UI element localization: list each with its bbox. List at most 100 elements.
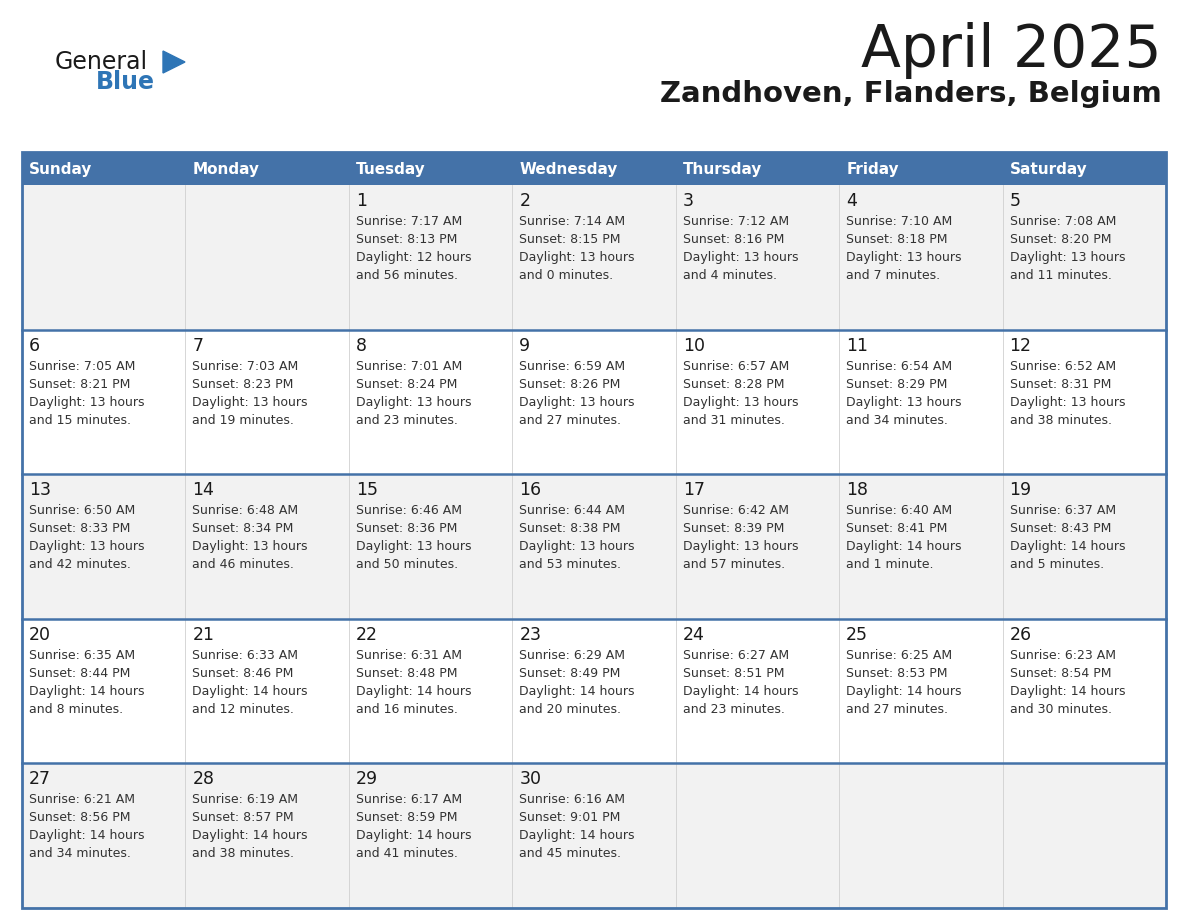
Text: and 20 minutes.: and 20 minutes. <box>519 703 621 716</box>
Bar <box>23 152 1165 908</box>
Text: and 30 minutes.: and 30 minutes. <box>1010 703 1112 716</box>
Text: Sunset: 8:59 PM: Sunset: 8:59 PM <box>356 812 457 824</box>
Text: Sunset: 8:26 PM: Sunset: 8:26 PM <box>519 377 620 390</box>
Text: Sunrise: 6:50 AM: Sunrise: 6:50 AM <box>29 504 135 517</box>
Text: and 38 minutes.: and 38 minutes. <box>1010 414 1112 427</box>
Text: Sunrise: 7:05 AM: Sunrise: 7:05 AM <box>29 360 135 373</box>
Text: Saturday: Saturday <box>1010 162 1087 177</box>
Text: and 19 minutes.: and 19 minutes. <box>192 414 295 427</box>
Text: Sunset: 8:43 PM: Sunset: 8:43 PM <box>1010 522 1111 535</box>
Text: Sunrise: 6:35 AM: Sunrise: 6:35 AM <box>29 649 135 662</box>
Text: Daylight: 14 hours: Daylight: 14 hours <box>846 540 961 554</box>
Text: Tuesday: Tuesday <box>356 162 425 177</box>
Text: April 2025: April 2025 <box>861 22 1162 79</box>
Text: Sunrise: 6:59 AM: Sunrise: 6:59 AM <box>519 360 625 373</box>
Text: Sunset: 8:20 PM: Sunset: 8:20 PM <box>1010 233 1111 246</box>
Bar <box>23 764 1165 908</box>
Text: 30: 30 <box>519 770 542 789</box>
Text: Sunset: 8:57 PM: Sunset: 8:57 PM <box>192 812 295 824</box>
Text: Sunrise: 7:03 AM: Sunrise: 7:03 AM <box>192 360 298 373</box>
Text: Daylight: 14 hours: Daylight: 14 hours <box>356 685 472 698</box>
Text: Daylight: 13 hours: Daylight: 13 hours <box>683 540 798 554</box>
Text: Sunrise: 7:17 AM: Sunrise: 7:17 AM <box>356 215 462 228</box>
Text: Sunrise: 6:19 AM: Sunrise: 6:19 AM <box>192 793 298 806</box>
Text: Sunrise: 6:37 AM: Sunrise: 6:37 AM <box>1010 504 1116 517</box>
Text: and 7 minutes.: and 7 minutes. <box>846 269 940 282</box>
Text: Sunrise: 6:21 AM: Sunrise: 6:21 AM <box>29 793 135 806</box>
Text: and 23 minutes.: and 23 minutes. <box>356 414 457 427</box>
Bar <box>23 152 1165 185</box>
Bar <box>23 475 1165 619</box>
Text: Sunset: 8:29 PM: Sunset: 8:29 PM <box>846 377 948 390</box>
Text: 13: 13 <box>29 481 51 499</box>
Text: Sunrise: 7:14 AM: Sunrise: 7:14 AM <box>519 215 625 228</box>
Text: and 31 minutes.: and 31 minutes. <box>683 414 784 427</box>
Text: Thursday: Thursday <box>683 162 762 177</box>
Text: Sunset: 8:18 PM: Sunset: 8:18 PM <box>846 233 948 246</box>
Text: Sunset: 8:53 PM: Sunset: 8:53 PM <box>846 666 948 680</box>
Text: Friday: Friday <box>846 162 899 177</box>
Text: Sunday: Sunday <box>29 162 93 177</box>
Text: Sunrise: 7:01 AM: Sunrise: 7:01 AM <box>356 360 462 373</box>
Text: Sunset: 8:49 PM: Sunset: 8:49 PM <box>519 666 620 680</box>
Text: and 8 minutes.: and 8 minutes. <box>29 703 124 716</box>
Text: and 12 minutes.: and 12 minutes. <box>192 703 295 716</box>
Text: Sunrise: 6:48 AM: Sunrise: 6:48 AM <box>192 504 298 517</box>
Text: Sunset: 8:36 PM: Sunset: 8:36 PM <box>356 522 457 535</box>
Text: 6: 6 <box>29 337 40 354</box>
Text: Wednesday: Wednesday <box>519 162 618 177</box>
Text: and 27 minutes.: and 27 minutes. <box>846 703 948 716</box>
Text: and 4 minutes.: and 4 minutes. <box>683 269 777 282</box>
Text: Sunset: 8:13 PM: Sunset: 8:13 PM <box>356 233 457 246</box>
Text: 21: 21 <box>192 626 214 644</box>
Text: 5: 5 <box>1010 192 1020 210</box>
Text: Daylight: 14 hours: Daylight: 14 hours <box>683 685 798 698</box>
Text: 12: 12 <box>1010 337 1031 354</box>
Text: Sunset: 8:41 PM: Sunset: 8:41 PM <box>846 522 948 535</box>
Text: Daylight: 13 hours: Daylight: 13 hours <box>519 251 634 264</box>
Text: Daylight: 14 hours: Daylight: 14 hours <box>846 685 961 698</box>
Text: Sunrise: 7:10 AM: Sunrise: 7:10 AM <box>846 215 953 228</box>
Text: and 0 minutes.: and 0 minutes. <box>519 269 613 282</box>
Text: General: General <box>55 50 148 74</box>
Text: 10: 10 <box>683 337 704 354</box>
Text: Daylight: 13 hours: Daylight: 13 hours <box>683 396 798 409</box>
Text: Daylight: 13 hours: Daylight: 13 hours <box>1010 396 1125 409</box>
Text: 27: 27 <box>29 770 51 789</box>
Text: 7: 7 <box>192 337 203 354</box>
Text: Daylight: 13 hours: Daylight: 13 hours <box>192 396 308 409</box>
Text: and 16 minutes.: and 16 minutes. <box>356 703 457 716</box>
Text: 3: 3 <box>683 192 694 210</box>
Text: 8: 8 <box>356 337 367 354</box>
Text: and 34 minutes.: and 34 minutes. <box>29 847 131 860</box>
Text: Sunset: 8:44 PM: Sunset: 8:44 PM <box>29 666 131 680</box>
Text: Sunrise: 6:52 AM: Sunrise: 6:52 AM <box>1010 360 1116 373</box>
Text: Sunrise: 6:25 AM: Sunrise: 6:25 AM <box>846 649 953 662</box>
Bar <box>23 330 1165 475</box>
Text: Sunset: 8:24 PM: Sunset: 8:24 PM <box>356 377 457 390</box>
Text: Sunset: 8:23 PM: Sunset: 8:23 PM <box>192 377 293 390</box>
Text: Daylight: 13 hours: Daylight: 13 hours <box>519 396 634 409</box>
Text: 4: 4 <box>846 192 857 210</box>
Text: Sunset: 8:51 PM: Sunset: 8:51 PM <box>683 666 784 680</box>
Text: Sunrise: 6:31 AM: Sunrise: 6:31 AM <box>356 649 462 662</box>
Text: and 53 minutes.: and 53 minutes. <box>519 558 621 571</box>
Text: Zandhoven, Flanders, Belgium: Zandhoven, Flanders, Belgium <box>661 80 1162 108</box>
Text: 19: 19 <box>1010 481 1031 499</box>
Text: Sunset: 8:39 PM: Sunset: 8:39 PM <box>683 522 784 535</box>
Text: and 11 minutes.: and 11 minutes. <box>1010 269 1112 282</box>
Text: Daylight: 14 hours: Daylight: 14 hours <box>519 829 634 843</box>
Text: Daylight: 13 hours: Daylight: 13 hours <box>846 396 961 409</box>
Text: Daylight: 14 hours: Daylight: 14 hours <box>1010 540 1125 554</box>
Text: Sunset: 8:21 PM: Sunset: 8:21 PM <box>29 377 131 390</box>
Text: 17: 17 <box>683 481 704 499</box>
Text: Sunset: 8:46 PM: Sunset: 8:46 PM <box>192 666 293 680</box>
Text: Daylight: 14 hours: Daylight: 14 hours <box>519 685 634 698</box>
Text: Daylight: 13 hours: Daylight: 13 hours <box>1010 251 1125 264</box>
Text: Daylight: 14 hours: Daylight: 14 hours <box>29 685 145 698</box>
Text: 1: 1 <box>356 192 367 210</box>
Text: 14: 14 <box>192 481 214 499</box>
Text: and 56 minutes.: and 56 minutes. <box>356 269 457 282</box>
Text: Sunset: 8:56 PM: Sunset: 8:56 PM <box>29 812 131 824</box>
Text: Sunrise: 6:16 AM: Sunrise: 6:16 AM <box>519 793 625 806</box>
